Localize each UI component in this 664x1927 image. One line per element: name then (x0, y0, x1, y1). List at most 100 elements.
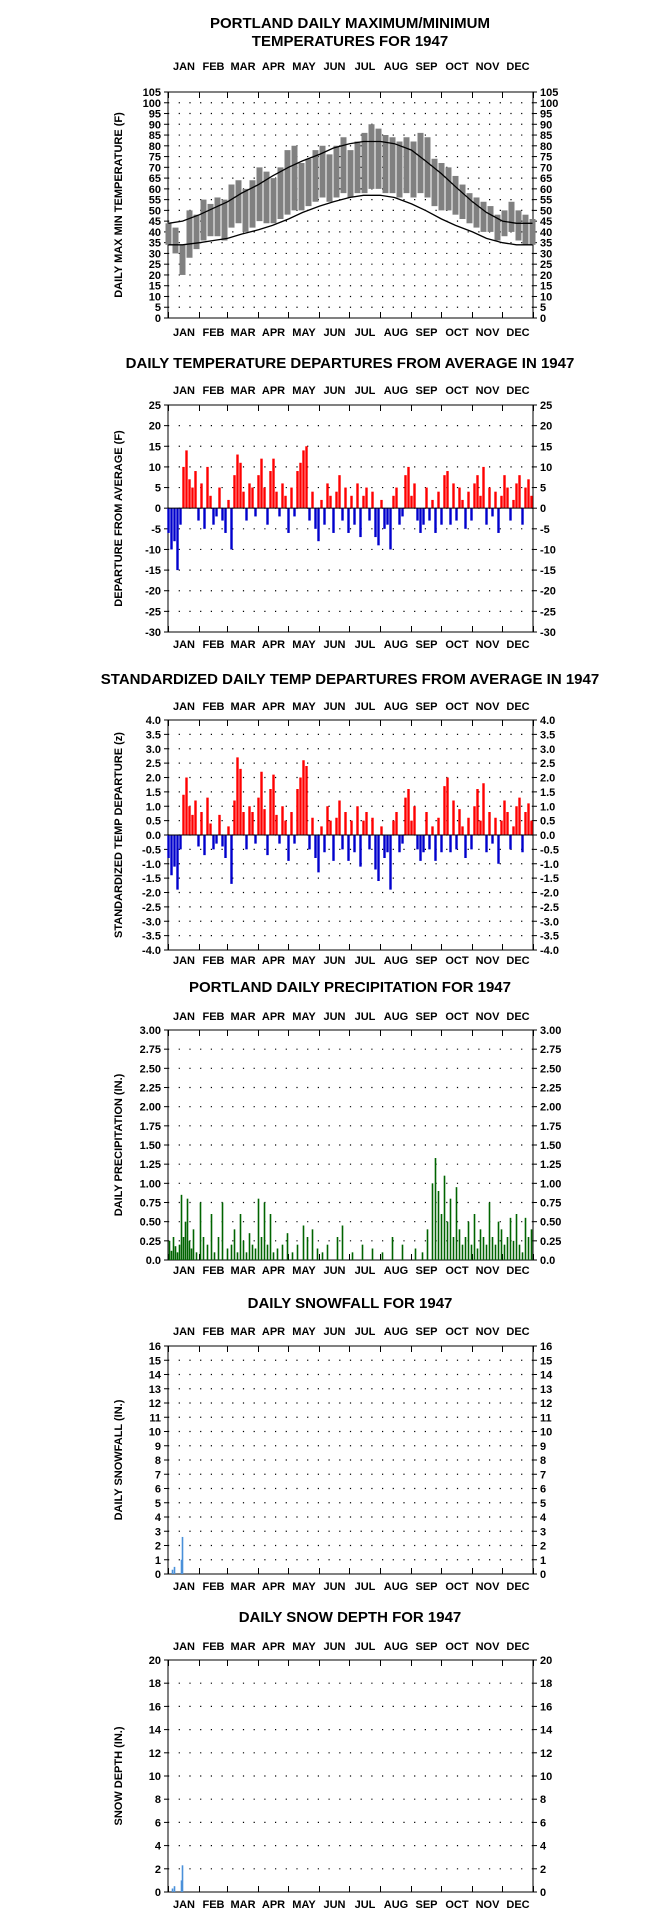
data-bar (257, 475, 260, 509)
data-bar (269, 789, 272, 835)
data-bar (413, 483, 416, 509)
y-tick-label-left: 2.5 (146, 758, 161, 770)
data-bar (296, 471, 299, 509)
data-bar (263, 1202, 266, 1260)
y-tick-label-right: 2.50 (540, 1063, 561, 1075)
data-bar (464, 1237, 467, 1260)
data-bar (392, 495, 395, 509)
data-bar (458, 809, 461, 835)
data-bar (368, 508, 371, 521)
month-label-bottom: JUN (323, 639, 345, 651)
y-tick-label-right: 12 (540, 1748, 552, 1760)
y-tick-label-left: 70 (149, 162, 161, 174)
month-label-bottom: JUN (323, 1265, 345, 1277)
data-bar (326, 806, 329, 835)
month-label-bottom: SEP (415, 955, 437, 967)
y-tick-label-right: 15 (540, 1355, 552, 1367)
data-bar (180, 1194, 183, 1260)
data-bar (306, 1237, 309, 1260)
data-bar (335, 817, 338, 835)
y-tick-label-left: 8 (155, 1794, 161, 1806)
data-bar (381, 1252, 384, 1260)
month-label-top: DEC (506, 701, 529, 713)
y-tick-label-right: 3.5 (540, 729, 555, 741)
data-bar (260, 771, 263, 835)
month-label-bottom: JUL (355, 639, 376, 651)
data-bar (311, 817, 314, 835)
y-tick-label-right: 13 (540, 1384, 552, 1396)
month-label-top: JAN (173, 1326, 195, 1338)
data-bar (446, 777, 449, 835)
month-label-top: MAR (230, 385, 255, 397)
data-bar (395, 487, 398, 509)
data-bar (191, 814, 194, 835)
month-label-bottom: AUG (384, 639, 408, 651)
data-bar (314, 835, 317, 858)
data-bar (485, 508, 488, 525)
data-bar (431, 826, 434, 835)
data-bar (452, 483, 455, 509)
data-bar (266, 835, 269, 856)
month-label-bottom: JAN (173, 639, 195, 651)
y-tick-label-right: 3.0 (540, 744, 555, 756)
month-label-bottom: MAR (230, 955, 255, 967)
y-tick-label-right: 16 (540, 1341, 552, 1353)
data-bar (275, 491, 278, 509)
month-label-top: SEP (415, 1326, 437, 1338)
y-tick-label-right: 12 (540, 1398, 552, 1410)
data-bar (530, 820, 533, 835)
y-tick-label-left: 95 (149, 109, 161, 121)
data-bar (167, 835, 170, 858)
month-label-top: FEB (203, 1011, 225, 1023)
y-tick-label-right: 0.5 (540, 816, 555, 828)
data-bar (503, 475, 506, 509)
y-tick-label-right: 15 (540, 281, 552, 293)
data-bar (195, 1252, 198, 1260)
y-tick-label-left: 2.0 (146, 773, 161, 785)
data-bar (455, 1187, 458, 1260)
month-label-bottom: MAY (292, 1265, 316, 1277)
y-tick-label-right: -2.5 (540, 902, 559, 914)
month-label-top: DEC (506, 1641, 529, 1653)
month-label-bottom: APR (262, 1581, 285, 1593)
data-bar (497, 1221, 500, 1260)
data-bar (224, 835, 227, 858)
data-bar (389, 508, 392, 550)
month-label-bottom: NOV (476, 1265, 501, 1277)
month-label-bottom: FEB (203, 639, 225, 651)
month-label-bottom: APR (262, 639, 285, 651)
data-bar (332, 508, 335, 533)
month-label-top: OCT (445, 701, 469, 713)
month-label-bottom: NOV (476, 955, 501, 967)
data-bar (425, 487, 428, 509)
month-label-bottom: FEB (203, 1581, 225, 1593)
month-label-top: DEC (506, 61, 529, 73)
month-label-top: NOV (476, 1011, 501, 1023)
y-tick-label-left: 2.00 (140, 1102, 161, 1114)
data-bar (172, 1237, 175, 1260)
chart-title: STANDARDIZED DAILY TEMP DEPARTURES FROM … (101, 671, 599, 688)
y-tick-label-right: 11 (540, 1412, 552, 1424)
y-tick-label-right: 9 (540, 1441, 546, 1453)
data-bar (515, 483, 518, 509)
data-bar (461, 1244, 464, 1260)
y-tick-label-left: 15 (149, 1355, 161, 1367)
data-bar (248, 806, 251, 835)
y-tick-label-left: 1.5 (146, 787, 161, 799)
month-label-top: OCT (445, 1641, 469, 1653)
month-label-top: MAR (230, 1326, 255, 1338)
y-tick-label-right: 5 (540, 483, 546, 495)
y-tick-label-left: 65 (149, 173, 161, 185)
y-tick-label-left: 100 (143, 98, 161, 110)
y-tick-label-right: 40 (540, 227, 552, 239)
y-tick-label-left: 0 (155, 1569, 161, 1581)
y-tick-label-left: 16 (149, 1341, 161, 1353)
y-tick-label-right: 90 (540, 119, 552, 131)
data-bar (404, 475, 407, 509)
month-label-bottom: JUN (323, 1581, 345, 1593)
data-bar (186, 1198, 189, 1260)
y-tick-label-right: 0.50 (540, 1217, 561, 1229)
data-bar (212, 508, 215, 525)
data-bar (236, 757, 239, 835)
data-bar (233, 800, 236, 835)
